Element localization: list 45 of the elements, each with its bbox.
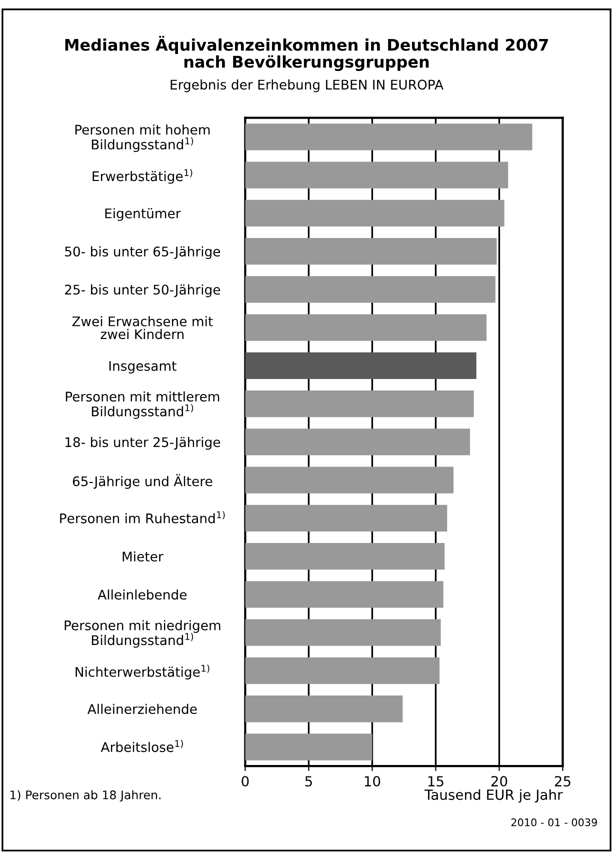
x-axis-title: Tausend EUR je Jahr [424, 789, 563, 803]
bar [245, 428, 470, 456]
y-tick-label: Personen mit mittlerem Bildungsstand$^{1)}$ [66, 391, 220, 419]
bar [245, 619, 441, 646]
bar [245, 314, 487, 341]
y-tick-label: Alleinlebende [98, 589, 187, 600]
bar [245, 581, 444, 608]
y-tick-label: 18- bis unter 25-Jährige [66, 436, 220, 450]
chart-title: Medianes Äquivalenzeinkommen in Deutschland 2007 nach Bevölkerungsgruppen [65, 36, 548, 72]
y-tick-label: Insgesamt [109, 361, 176, 374]
y-tick-label: Personen mit niedrigem Bildungsstand$^{1)}$ [64, 620, 220, 648]
y-tick-label: Alleinerziehende [87, 704, 197, 714]
x-tick-label: 5 [305, 776, 312, 787]
text: 2010 - 01 - 0039 [511, 818, 597, 826]
y-tick-label: 25- bis unter 50-Jährige [65, 284, 220, 298]
bar [245, 124, 532, 150]
y-tick-label: Personen im Ruhestand$^{1)}$ [60, 511, 225, 524]
chart-subtitle: Ergebnis der Erhebung LEBEN IN EUROPA [170, 79, 444, 92]
bar [245, 466, 454, 494]
x-tick-label: 15 [428, 776, 444, 787]
y-tick-label: 65-Jährige und Ältere [72, 474, 212, 489]
y-tick-label: Arbeitslose$^{1)}$ [100, 740, 183, 752]
bar [245, 390, 474, 418]
bar [245, 276, 496, 303]
x-tick-label: 25 [554, 776, 570, 787]
y-tick-label: Eigentümer [105, 208, 181, 221]
bar [245, 200, 504, 227]
bar [245, 238, 497, 265]
y-tick-label: Nichterwerbstätige$^{1)}$ [76, 664, 210, 680]
x-tick-label: 10 [364, 776, 380, 787]
bar [245, 657, 440, 684]
text: 1) Personen ab 18 Jahren. [10, 790, 160, 802]
y-tick-label: Mieter [122, 551, 164, 562]
x-tick-label: 20 [491, 776, 508, 787]
bar [245, 696, 403, 722]
y-tick-label: Erwerbstätige$^{1)}$ [92, 168, 192, 184]
bar [245, 352, 476, 380]
bar [245, 542, 445, 570]
x-tick-label: 0 [242, 776, 249, 787]
bar [245, 734, 372, 760]
y-tick-label: Zwei Erwachsene mit zwei Kindern [72, 316, 213, 340]
bar [245, 504, 448, 532]
y-tick-label: Personen mit hohem Bildungsstand$^{1)}$ [75, 124, 210, 152]
y-tick-label: 50- bis unter 65-Jährige [65, 246, 220, 260]
bar [245, 162, 508, 188]
